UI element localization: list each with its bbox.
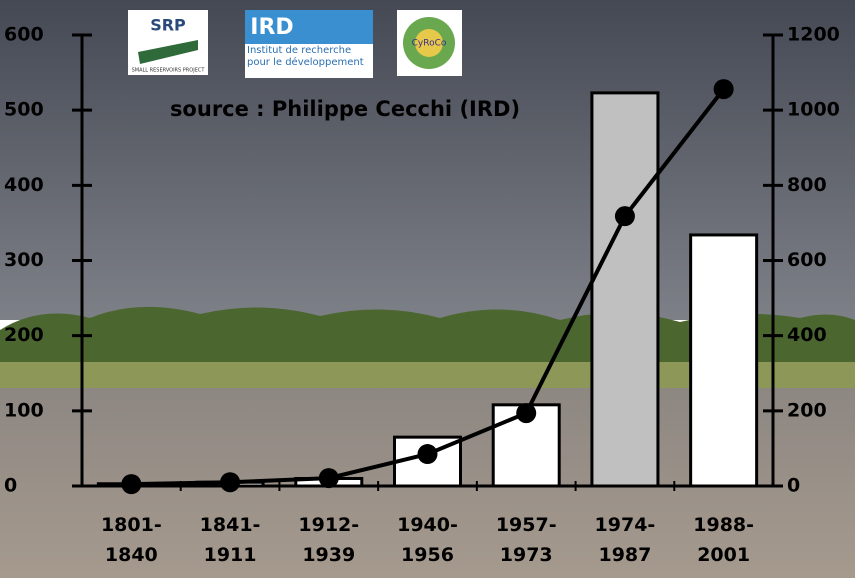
y2-tick-label: 1200 [787, 24, 840, 46]
y-tick-label: 100 [4, 399, 44, 421]
y-tick-label: 600 [4, 24, 44, 46]
line-marker [615, 206, 635, 226]
y-tick-label: 200 [4, 324, 44, 346]
logo-title: SRP [150, 16, 186, 35]
y-tick-label: 300 [4, 249, 44, 271]
logo-srp: SRP SMALL RESERVOIRS PROJECT [128, 10, 208, 75]
x-tick-label: 1974- 1987 [580, 510, 670, 570]
logo-cyroco: CyRoCo [397, 10, 462, 76]
y-tick-label: 400 [4, 174, 44, 196]
x-tick-label: 1801- 1840 [86, 510, 176, 570]
line-marker [516, 403, 536, 423]
logo-subtitle: SMALL RESERVOIRS PROJECT [132, 68, 206, 74]
x-tick-label: 1841- 1911 [185, 510, 275, 570]
logo-title: CyRoCo [412, 39, 447, 49]
line-marker [121, 474, 141, 494]
x-tick-label: 1940- 1956 [383, 510, 473, 570]
x-tick-label: 1912- 1939 [284, 510, 374, 570]
y-tick-label: 0 [4, 475, 17, 497]
bar [691, 235, 757, 486]
y2-tick-label: 400 [787, 324, 827, 346]
source-note: source : Philippe Cecchi (IRD) [170, 97, 520, 121]
x-tick-label: 1988- 2001 [679, 510, 769, 570]
y2-tick-label: 200 [787, 399, 827, 421]
logo-subtitle: Institut de recherche pour le développem… [247, 45, 364, 69]
y2-tick-label: 600 [787, 249, 827, 271]
x-tick-label: 1957- 1973 [481, 510, 571, 570]
y2-tick-label: 1000 [787, 99, 840, 121]
y2-tick-label: 800 [787, 174, 827, 196]
logo-title: IRD [250, 15, 293, 40]
line-marker [714, 79, 734, 99]
y2-tick-label: 0 [787, 475, 800, 497]
bar [592, 93, 658, 486]
line-marker [319, 468, 339, 488]
chart: SRP SMALL RESERVOIRS PROJECT IRD CyRoCo … [0, 0, 855, 578]
y-tick-label: 500 [4, 99, 44, 121]
line-marker [220, 472, 240, 492]
chart-svg: SRP SMALL RESERVOIRS PROJECT IRD CyRoCo … [0, 0, 855, 578]
line-marker [418, 444, 438, 464]
